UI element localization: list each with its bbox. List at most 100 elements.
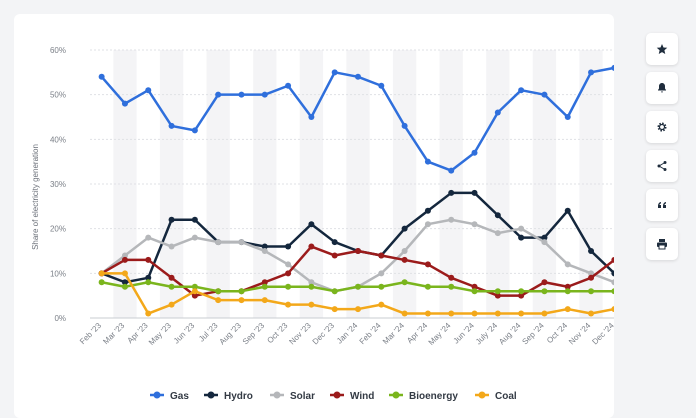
x-tick-label: Mar '23 bbox=[101, 321, 126, 346]
star-icon bbox=[656, 44, 668, 54]
chart-card: 0% 10% 20% 30% 40% 50% 60% Share of electricit… bbox=[14, 14, 614, 418]
data-point-solar bbox=[494, 230, 501, 237]
data-point-gas bbox=[145, 87, 152, 94]
data-point-bioenergy bbox=[378, 283, 385, 290]
data-point-wind bbox=[168, 274, 175, 281]
data-point-hydro bbox=[285, 243, 292, 250]
data-point-wind bbox=[588, 274, 595, 281]
legend-item-coal[interactable]: Coal bbox=[475, 391, 517, 402]
column-band bbox=[392, 50, 417, 318]
legend-swatch-marker bbox=[273, 391, 281, 399]
data-point-bioenergy bbox=[471, 288, 478, 295]
data-point-solar bbox=[401, 248, 408, 254]
x-tick-label: Nov '23 bbox=[287, 321, 313, 347]
data-point-solar bbox=[261, 248, 268, 254]
data-point-solar bbox=[191, 234, 198, 241]
legend-swatch-marker bbox=[153, 391, 161, 399]
data-point-gas bbox=[261, 91, 268, 98]
data-point-gas bbox=[611, 64, 614, 71]
chart-toolbar bbox=[646, 33, 678, 267]
data-point-wind bbox=[145, 256, 152, 263]
notify-button[interactable] bbox=[646, 72, 678, 104]
data-point-bioenergy bbox=[448, 283, 455, 290]
data-point-solar bbox=[378, 270, 385, 277]
data-point-wind bbox=[541, 279, 548, 286]
x-tick-label: Feb '23 bbox=[78, 321, 103, 346]
data-point-gas bbox=[541, 91, 548, 98]
print-button[interactable] bbox=[646, 228, 678, 260]
data-point-bioenergy bbox=[494, 288, 501, 295]
data-point-bioenergy bbox=[308, 283, 315, 290]
x-tick-label: Jun '23 bbox=[172, 321, 197, 346]
data-point-coal bbox=[448, 310, 455, 317]
cite-button[interactable] bbox=[646, 189, 678, 221]
share-button[interactable] bbox=[646, 150, 678, 182]
favorite-button[interactable] bbox=[646, 33, 678, 65]
data-point-coal bbox=[564, 306, 571, 313]
y-tick-label: 30% bbox=[50, 180, 66, 189]
x-tick-label: Sep '24 bbox=[520, 321, 546, 347]
legend-item-wind[interactable]: Wind bbox=[330, 391, 374, 402]
data-point-wind bbox=[424, 261, 431, 268]
x-tick-label: Dec '23 bbox=[311, 321, 337, 347]
x-tick-label: Aug '24 bbox=[497, 321, 523, 347]
data-point-gas bbox=[355, 73, 361, 80]
data-point-solar bbox=[215, 239, 222, 246]
y-tick-label: 60% bbox=[50, 46, 66, 55]
data-point-wind bbox=[261, 279, 268, 286]
data-point-bioenergy bbox=[518, 288, 525, 295]
data-point-hydro bbox=[145, 274, 152, 281]
data-point-bioenergy bbox=[238, 288, 245, 295]
y-tick-label: 0% bbox=[54, 314, 66, 323]
x-tick-label: Sep '23 bbox=[241, 321, 267, 347]
legend-item-bioenergy[interactable]: Bioenergy bbox=[389, 391, 458, 402]
legend-item-hydro[interactable]: Hydro bbox=[204, 391, 253, 402]
data-point-hydro bbox=[121, 279, 128, 286]
y-tick-label: 40% bbox=[50, 135, 66, 144]
y-tick-label: 10% bbox=[50, 269, 66, 278]
data-point-coal bbox=[424, 310, 431, 317]
data-point-hydro bbox=[424, 207, 431, 214]
data-point-gas bbox=[401, 122, 408, 129]
column-band bbox=[486, 50, 510, 318]
data-point-wind bbox=[285, 270, 292, 277]
legend-swatch-marker bbox=[478, 391, 486, 399]
data-point-gas bbox=[564, 114, 571, 120]
legend-item-gas[interactable]: Gas bbox=[150, 391, 189, 402]
data-point-coal bbox=[588, 310, 595, 317]
column-band bbox=[113, 50, 137, 318]
data-point-gas bbox=[471, 149, 478, 156]
bell-icon bbox=[658, 83, 666, 93]
line-chart: 0% 10% 20% 30% 40% 50% 60% Share of electricit… bbox=[31, 46, 614, 402]
data-point-hydro bbox=[564, 207, 571, 214]
data-point-hydro bbox=[471, 189, 478, 196]
data-point-gas bbox=[98, 73, 105, 80]
legend-item-solar[interactable]: Solar bbox=[270, 391, 315, 402]
data-point-coal bbox=[518, 310, 525, 317]
data-point-coal bbox=[261, 297, 268, 304]
data-point-wind bbox=[331, 252, 338, 259]
data-point-wind bbox=[355, 248, 361, 254]
data-point-wind bbox=[564, 283, 571, 290]
data-point-solar bbox=[121, 252, 128, 259]
legend-label: Gas bbox=[170, 391, 189, 402]
x-tick-label: Dec '24 bbox=[590, 321, 614, 347]
settings-button[interactable] bbox=[646, 111, 678, 143]
data-point-bioenergy bbox=[355, 283, 361, 290]
data-point-coal bbox=[98, 270, 105, 277]
data-point-hydro bbox=[494, 212, 501, 219]
data-point-hydro bbox=[308, 221, 315, 228]
data-point-bioenergy bbox=[611, 288, 614, 295]
x-tick-label: May '24 bbox=[427, 321, 453, 347]
data-point-bioenergy bbox=[121, 283, 128, 290]
data-point-bioenergy bbox=[588, 288, 595, 295]
data-point-gas bbox=[424, 158, 431, 165]
data-point-coal bbox=[471, 310, 478, 317]
data-point-bioenergy bbox=[98, 279, 105, 286]
y-tick-label: 50% bbox=[50, 91, 66, 100]
data-point-gas bbox=[518, 87, 525, 94]
legend-label: Coal bbox=[495, 391, 517, 402]
data-point-hydro bbox=[588, 248, 595, 254]
x-tick-label: Jun '24 bbox=[452, 321, 477, 346]
data-point-solar bbox=[611, 279, 614, 286]
